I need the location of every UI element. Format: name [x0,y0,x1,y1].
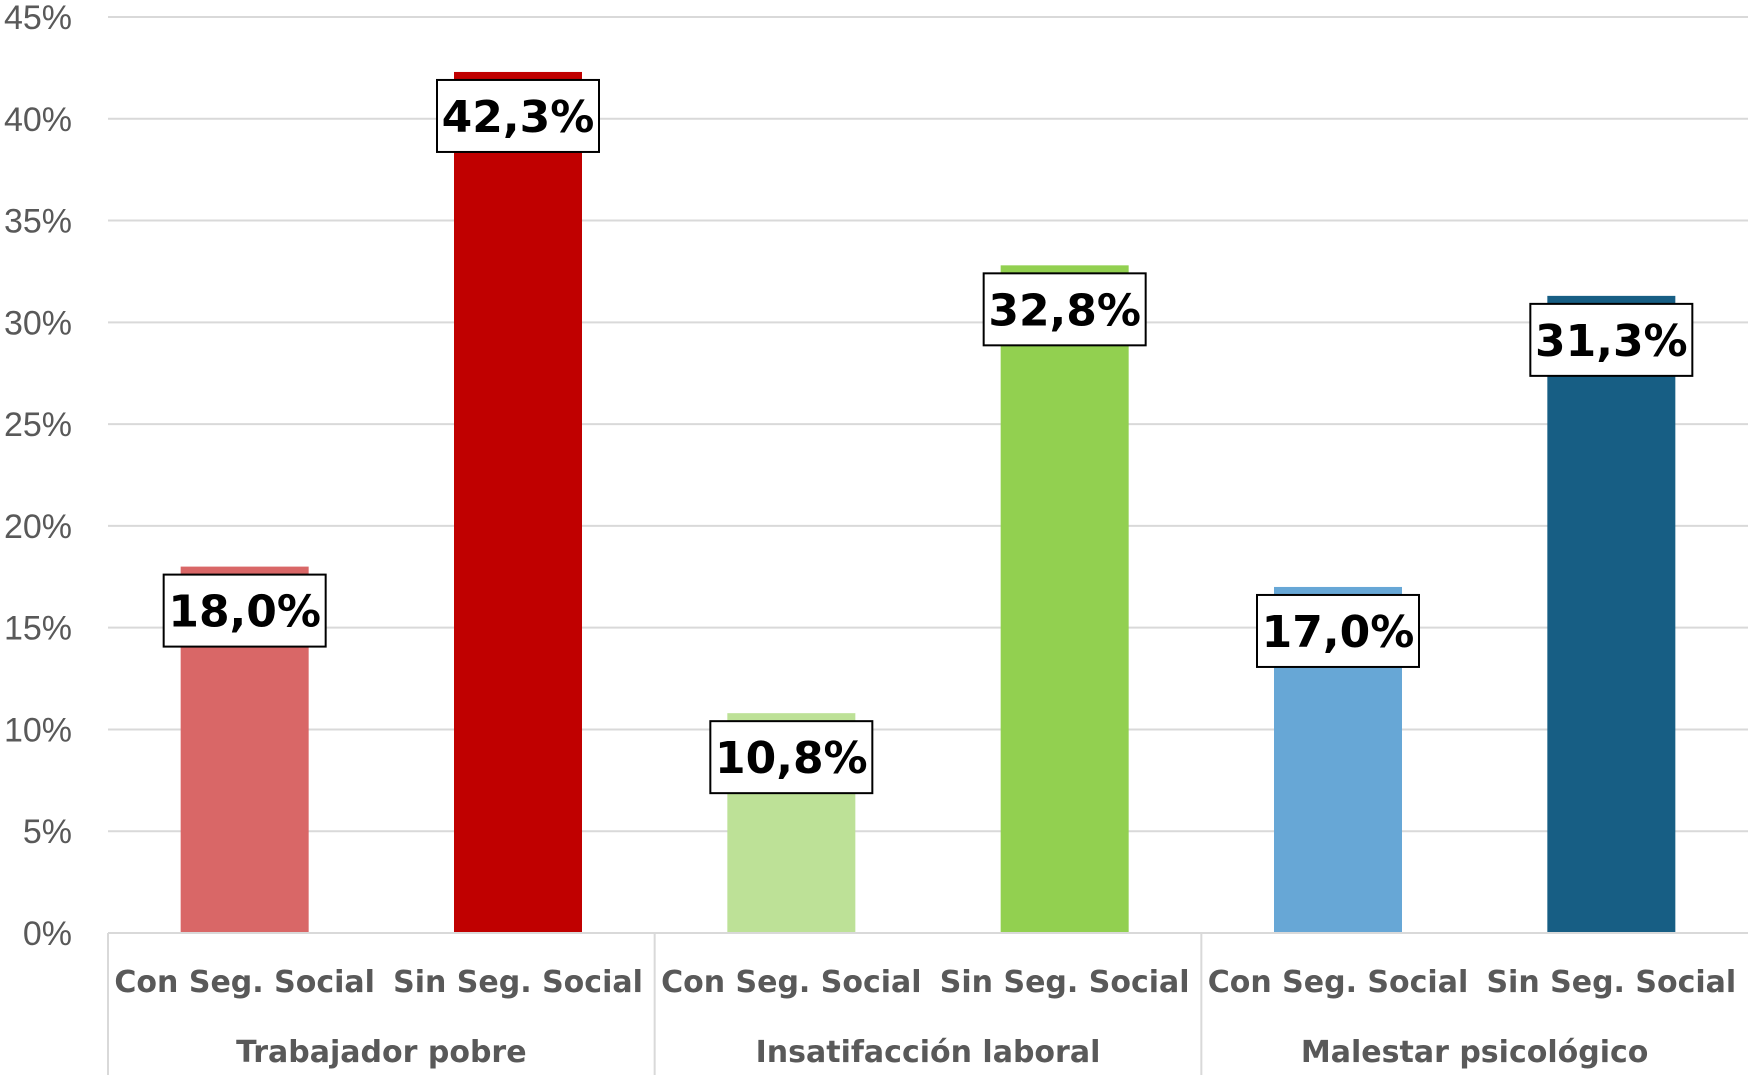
x-group-label: Insatifacción laboral [756,1035,1101,1070]
data-label-box [162,573,327,648]
data-label-box [436,78,600,153]
x-group-label: Trabajador pobre [236,1035,526,1070]
y-tick-label: 30% [4,304,72,342]
bar [1000,265,1129,933]
x-category-label: Con Seg. Social [1208,965,1469,1000]
data-label: 10,8% [715,733,868,784]
data-label: 18,0% [168,587,321,638]
y-tick-label: 45% [4,0,72,37]
y-tick-label: 15% [4,610,72,648]
x-category-label: Sin Seg. Social [393,965,643,1000]
data-label: 42,3% [442,92,595,143]
data-label-box [709,720,874,795]
gridlines [108,16,1748,833]
data-label-box [1529,302,1694,377]
x-category-label: Sin Seg. Social [1486,965,1736,1000]
bars [180,71,1676,934]
data-label-box [1256,593,1420,668]
bar [454,71,582,933]
x-axis-labels: Con Seg. Social Sin Seg. Social Trabajador… [114,965,1736,1070]
y-tick-label: 10% [4,711,72,749]
x-axis [107,932,1748,1075]
y-tick-label: 40% [4,101,72,139]
data-label: 32,8% [988,285,1141,336]
x-category-label: Con Seg. Social [114,965,375,1000]
y-tick-label: 25% [4,406,72,444]
x-group-label: Malestar psicológico [1301,1035,1648,1070]
x-category-label: Sin Seg. Social [940,965,1190,1000]
data-label-box [982,272,1147,347]
y-tick-label: 5% [23,813,72,851]
data-label: 17,0% [1262,607,1415,658]
data-labels: 18,0% 42,3% 10,8% 32,8% 17,0% 31,3% [162,78,1694,795]
y-tick-label: 35% [4,203,72,241]
x-category-label: Con Seg. Social [661,965,922,1000]
y-axis-ticks: 0% 5% 10% 15% 20% 25% 30% 35% 40% 45% [4,0,72,953]
bar [1547,295,1676,934]
data-label: 31,3% [1535,316,1688,367]
y-tick-label: 20% [4,508,72,546]
y-tick-label: 0% [23,915,72,953]
